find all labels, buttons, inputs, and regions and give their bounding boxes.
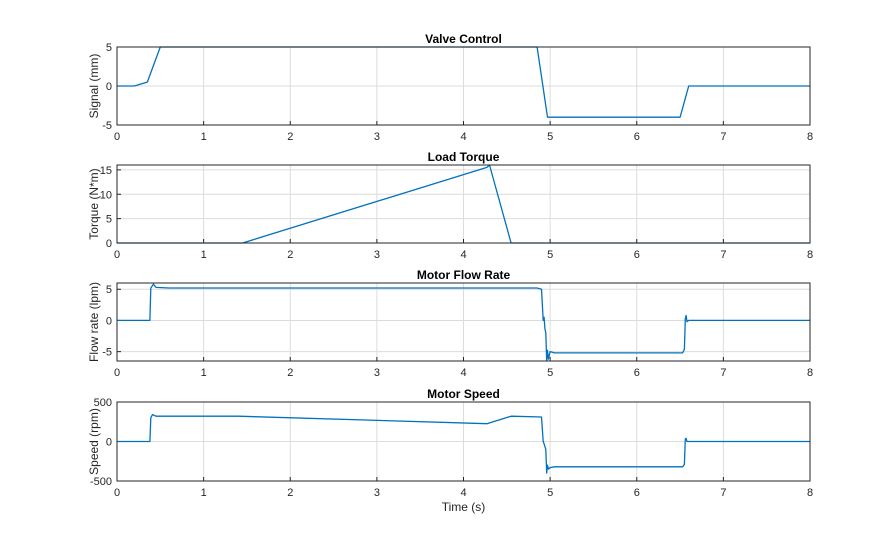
- chart-1-x-tick-label: 2: [287, 131, 293, 143]
- chart-2-y-label: Torque (N*m): [87, 168, 101, 239]
- chart-2-y-tick-label: 5: [106, 214, 112, 226]
- chart-2-y-tick-label: 15: [100, 165, 112, 177]
- chart-3-x-tick-label: 8: [807, 367, 813, 379]
- chart-3-title: Motor Flow Rate: [417, 268, 511, 282]
- chart-3-x-tick-label: 5: [547, 367, 553, 379]
- chart-2-x-tick-label: 8: [807, 249, 813, 261]
- chart-1-axes-frame: [116, 46, 811, 126]
- chart-1-y-tick-label: 5: [106, 42, 112, 54]
- chart-2-x-tick-label: 2: [287, 249, 293, 261]
- chart-3-axes-frame: [116, 282, 811, 362]
- chart-4-series-line: [117, 413, 810, 474]
- chart-2-x-tick-label: 0: [114, 249, 120, 261]
- chart-4-x-tick-label: 4: [460, 487, 466, 499]
- chart-2-y-tick-label: 0: [106, 238, 112, 250]
- chart-4-title: Motor Speed: [427, 387, 500, 401]
- chart-1-y-tick-label: 0: [106, 81, 112, 93]
- chart-1-x-tick-label: 8: [807, 131, 813, 143]
- chart-3-x-tick-label: 2: [287, 367, 293, 379]
- chart-3-x-tick-label: 1: [201, 367, 207, 379]
- chart-1-y-label: Signal (mm): [87, 54, 101, 119]
- chart-2-x-tick-label: 7: [720, 249, 726, 261]
- chart-1-x-tick-label: 7: [720, 131, 726, 143]
- chart-4-y-tick-label: 500: [94, 397, 112, 409]
- chart-3-x-tick-label: 6: [634, 367, 640, 379]
- chart-4-x-tick-label: 6: [634, 487, 640, 499]
- chart-4-x-label: Time (s): [442, 500, 486, 514]
- chart-3-x-tick-label: 7: [720, 367, 726, 379]
- chart-3-y-tick-label: 5: [106, 284, 112, 296]
- chart-4-x-tick-label: 2: [287, 487, 293, 499]
- chart-4-axes-frame: [116, 401, 811, 482]
- chart-3-y-label: Flow rate (lpm): [87, 282, 101, 362]
- chart-2-x-tick-label: 1: [201, 249, 207, 261]
- chart-2-axes-frame: [116, 164, 811, 244]
- chart-4-x-tick-label: 3: [374, 487, 380, 499]
- chart-2-y-tick-label: 10: [100, 189, 112, 201]
- chart-1-y-tick-label: -5: [102, 120, 112, 132]
- chart-2-x-tick-label: 3: [374, 249, 380, 261]
- chart-4-x-tick-label: 8: [807, 487, 813, 499]
- chart-3-y-tick-label: -5: [102, 347, 112, 359]
- chart-3-x-tick-label: 3: [374, 367, 380, 379]
- chart-2-x-tick-label: 5: [547, 249, 553, 261]
- chart-2-x-tick-label: 4: [460, 249, 466, 261]
- chart-1-x-tick-label: 0: [114, 131, 120, 143]
- chart-4-x-tick-label: 1: [201, 487, 207, 499]
- chart-3-x-tick-label: 4: [460, 367, 466, 379]
- chart-1-x-tick-label: 5: [547, 131, 553, 143]
- chart-2-title: Load Torque: [428, 150, 500, 164]
- chart-4-x-tick-label: 5: [547, 487, 553, 499]
- chart-3-x-tick-label: 0: [114, 367, 120, 379]
- chart-4-x-tick-label: 0: [114, 487, 120, 499]
- chart-4-y-label: Speed (rpm): [87, 408, 101, 475]
- chart-1-x-tick-label: 4: [460, 131, 466, 143]
- chart-3-series-line: [117, 283, 810, 362]
- chart-4-y-tick-label: -500: [90, 476, 112, 488]
- chart-4-y-tick-label: 0: [106, 437, 112, 449]
- chart-1-title: Valve Control: [425, 32, 502, 46]
- chart-1-x-tick-label: 1: [201, 131, 207, 143]
- chart-4-x-tick-label: 7: [720, 487, 726, 499]
- chart-3-y-tick-label: 0: [106, 315, 112, 327]
- chart-1-x-tick-label: 3: [374, 131, 380, 143]
- chart-1-x-tick-label: 6: [634, 131, 640, 143]
- chart-2-x-tick-label: 6: [634, 249, 640, 261]
